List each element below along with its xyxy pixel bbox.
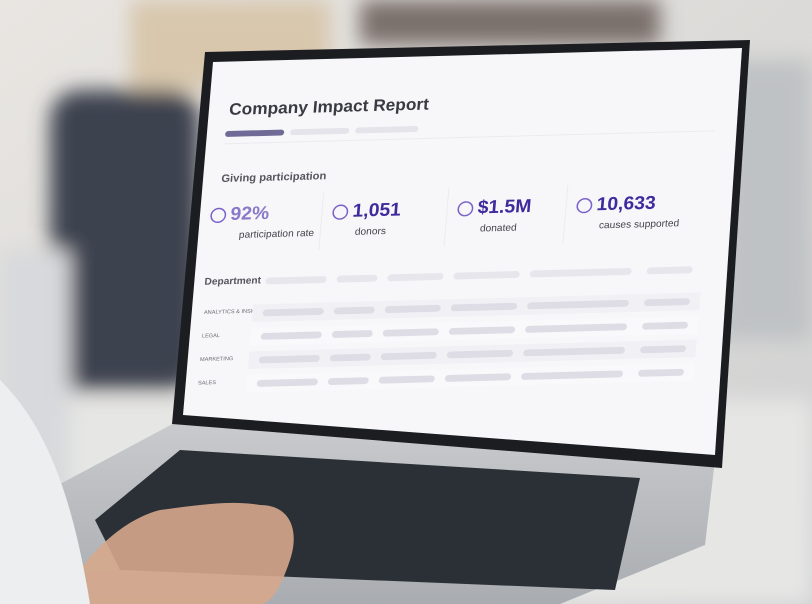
row-pill xyxy=(331,330,373,338)
dashboard: Company Impact Report Giving participati… xyxy=(198,95,715,393)
row-pill xyxy=(262,307,324,317)
row-label: SALES xyxy=(198,380,217,386)
report-title: Company Impact Report xyxy=(228,95,430,119)
row-label: MARKETING xyxy=(200,356,234,363)
sleeve xyxy=(0,380,90,604)
stat-label: donated xyxy=(479,223,517,235)
row-label: LEGAL xyxy=(202,333,221,339)
stat-value: 1,051 xyxy=(352,200,403,222)
stat-divider xyxy=(318,191,325,250)
stat-label: causes supported xyxy=(598,218,679,231)
row-pill xyxy=(642,321,688,330)
divider xyxy=(224,130,715,145)
row-pill xyxy=(258,355,320,364)
tab xyxy=(290,127,350,136)
table-header: Department xyxy=(204,275,262,287)
row-pill xyxy=(333,306,375,315)
stat-label: donors xyxy=(354,226,386,238)
section-title: Giving participation xyxy=(221,170,327,185)
header-pill xyxy=(387,273,444,282)
row-pill xyxy=(384,304,441,314)
stat-icon xyxy=(576,198,593,214)
row-pill xyxy=(382,328,439,337)
row-label: ANALYTICS & INSIGHTS xyxy=(204,308,269,316)
header-pill xyxy=(336,274,378,283)
hand xyxy=(60,502,294,604)
stat-value: 92% xyxy=(230,203,271,225)
row-pill xyxy=(329,353,371,362)
stat-icon xyxy=(332,204,349,220)
header-pill xyxy=(646,266,693,275)
stat-value: $1.5M xyxy=(477,196,532,218)
stat-icon xyxy=(457,201,474,217)
row-pill xyxy=(444,373,512,382)
header-pill xyxy=(453,271,520,280)
stats: 92% participation rate 1,051 donors $1.5M don… xyxy=(210,184,680,250)
header-pill xyxy=(529,268,632,278)
row-pill xyxy=(448,326,516,335)
row-pill xyxy=(378,375,435,384)
row-pill xyxy=(640,345,686,354)
row-pill xyxy=(327,377,369,385)
table: ANALYTICS & INSIGHTS LEGAL MARKETING SALES xyxy=(198,266,701,393)
row-pill xyxy=(256,378,318,387)
row-pill xyxy=(446,349,514,359)
row-pill xyxy=(450,302,518,312)
tab-active xyxy=(225,129,285,137)
row-pill xyxy=(380,351,437,361)
tab xyxy=(355,126,419,134)
stat-label: participation rate xyxy=(238,228,315,241)
row-pill xyxy=(521,370,623,380)
row-pill xyxy=(644,298,690,307)
header-pill xyxy=(265,276,327,285)
stat-icon xyxy=(210,207,227,223)
row-pill xyxy=(638,368,684,377)
row-pill xyxy=(523,346,625,357)
stat-divider xyxy=(443,187,450,247)
row-pill xyxy=(527,299,629,310)
stat-divider xyxy=(562,184,569,244)
row-pill xyxy=(260,331,322,340)
stat-value: 10,633 xyxy=(596,193,657,215)
row-pill xyxy=(525,323,627,333)
